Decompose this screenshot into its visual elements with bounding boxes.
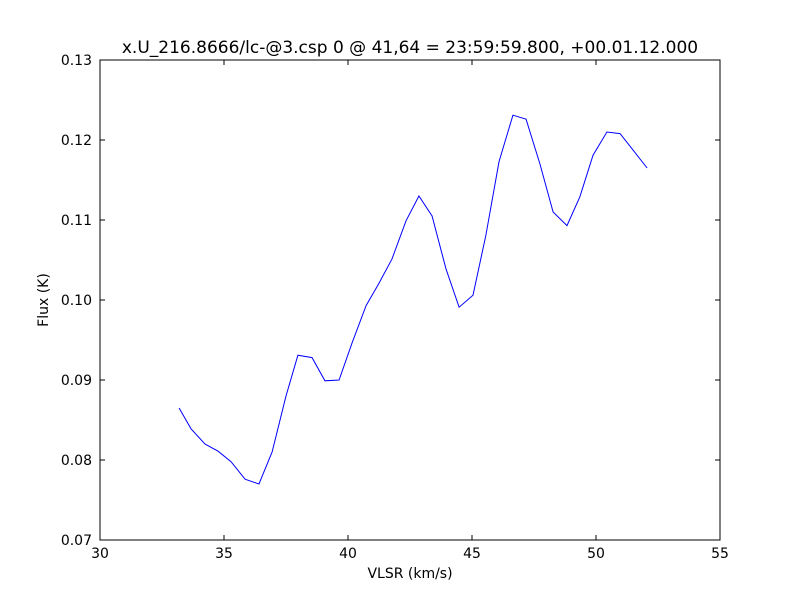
x-tick-label: 50	[587, 546, 605, 562]
y-axis-label: Flux (K)	[36, 273, 52, 327]
x-tick-label: 55	[711, 546, 729, 562]
y-tick-label: 0.13	[61, 53, 92, 69]
y-tick-label: 0.08	[61, 453, 92, 469]
data-line	[178, 114, 648, 485]
x-tick-label: 45	[463, 546, 481, 562]
y-tick-label: 0.09	[61, 373, 92, 389]
y-tick-label: 0.10	[61, 293, 92, 309]
x-tick-label: 30	[91, 546, 109, 562]
x-axis-label: VLSR (km/s)	[367, 566, 452, 582]
x-tick-label: 40	[339, 546, 357, 562]
y-tick-label: 0.11	[61, 213, 92, 229]
y-tick-label: 0.12	[61, 133, 92, 149]
x-tick-label: 35	[215, 546, 233, 562]
plot-frame	[99, 59, 721, 541]
y-tick-label: 0.07	[61, 533, 92, 549]
chart-title: x.U_216.8666/lc-@3.csp 0 @ 41,64 = 23:59…	[122, 38, 698, 58]
